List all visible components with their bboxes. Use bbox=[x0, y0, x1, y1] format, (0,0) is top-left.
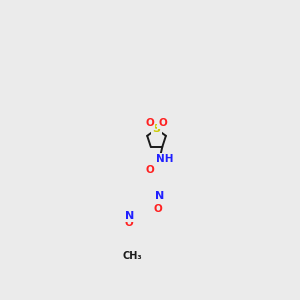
Text: O: O bbox=[146, 165, 154, 175]
Text: O: O bbox=[125, 218, 134, 228]
Text: N: N bbox=[125, 211, 135, 221]
Text: O: O bbox=[158, 118, 167, 128]
Text: S: S bbox=[152, 124, 160, 134]
Text: N: N bbox=[155, 191, 164, 201]
Text: NH: NH bbox=[156, 154, 174, 164]
Text: CH₃: CH₃ bbox=[123, 251, 142, 261]
Text: O: O bbox=[153, 204, 162, 214]
Text: O: O bbox=[145, 118, 154, 128]
